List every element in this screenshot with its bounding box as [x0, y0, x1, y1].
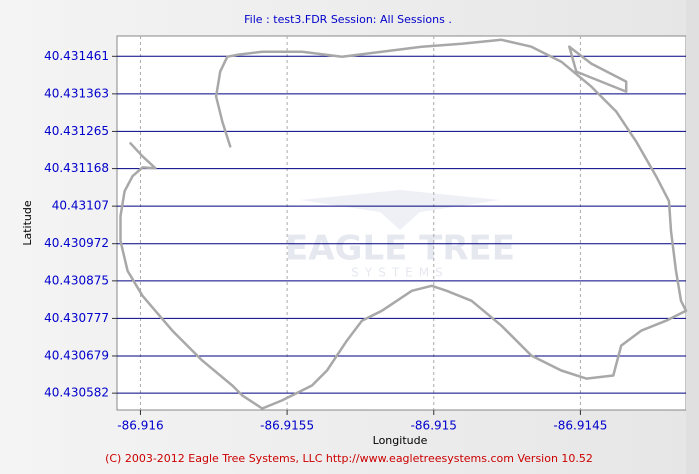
- y-axis-label: Latitude: [21, 200, 34, 246]
- scroll-edge: [686, 0, 699, 474]
- y-tick-label: 40.430582: [44, 386, 109, 400]
- y-tick-label: 40.431461: [44, 49, 109, 63]
- x-tick-label: -86.9155: [260, 419, 314, 433]
- x-tick-label: -86.915: [411, 419, 457, 433]
- y-tick-label: 40.43107: [52, 199, 109, 213]
- watermark-subtitle: SYSTEMS: [351, 266, 448, 280]
- watermark: EAGLE TREE SYSTEMS: [285, 190, 515, 280]
- track-line: [119, 38, 688, 410]
- watermark-title: EAGLE TREE: [285, 229, 515, 269]
- x-tick-label: -86.916: [117, 419, 163, 433]
- y-tick-label: 40.431265: [44, 124, 109, 138]
- y-tick-label: 40.431363: [44, 86, 109, 100]
- y-tick-label: 40.431168: [44, 161, 109, 175]
- x-axis-label: Longitude: [373, 434, 428, 447]
- logo-wings: [300, 190, 500, 230]
- header: File : test3.FDR Session: All Sessions .: [244, 13, 452, 26]
- x-tick-label: -86.9145: [553, 419, 607, 433]
- y-tick-label: 40.430777: [44, 311, 109, 325]
- footer: (C) 2003-2012 Eagle Tree Systems, LLC ht…: [105, 452, 593, 465]
- y-tick-label: 40.430875: [44, 273, 109, 287]
- y-tick-label: 40.430679: [44, 348, 109, 362]
- y-tick-label: 40.430972: [44, 236, 109, 250]
